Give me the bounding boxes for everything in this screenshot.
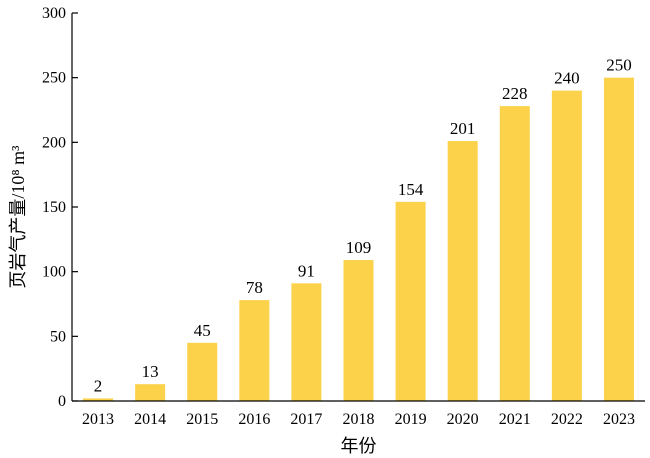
data-label-2015: 45 [194,321,211,340]
bar-2019 [395,201,426,401]
y-tick-label: 150 [42,199,66,216]
bar-2013 [83,398,114,401]
bar-2020 [447,141,478,402]
bar-2023 [603,77,634,402]
bar-2014 [135,384,166,401]
bars-group [83,77,634,402]
x-tick-label-2018: 2018 [343,411,375,428]
x-tick-label-2016: 2016 [238,411,270,428]
bar-2016 [239,300,270,401]
y-tick-label: 250 [42,70,66,87]
data-label-2019: 154 [398,180,424,199]
x-tick-label-2020: 2020 [447,411,479,428]
bar-2017 [291,283,322,401]
data-label-2020: 201 [450,119,476,138]
bar-2022 [551,90,582,401]
bar-2015 [187,342,218,401]
x-tick-label-2022: 2022 [551,411,583,428]
data-labels-group: 2 13 45 78 91 109 154 201 228 240 250 [94,56,632,396]
y-tick-label: 0 [58,393,66,410]
x-tick-label-2015: 2015 [186,411,218,428]
y-tick-label: 300 [42,5,66,22]
x-tick-label-2021: 2021 [499,411,531,428]
bar-2018 [343,260,374,401]
x-tick-label-2019: 2019 [395,411,427,428]
x-tick-label-2023: 2023 [603,411,635,428]
data-label-2021: 228 [502,84,528,103]
y-tick-label: 200 [42,134,66,151]
bar-2021 [499,106,530,402]
x-axis-title: 年份 [341,436,377,456]
y-ticks-group: 0 50 100 150 200 250 300 [42,5,78,410]
y-tick-label: 100 [42,264,66,281]
data-label-2022: 240 [554,69,580,88]
data-label-2017: 91 [298,261,315,280]
data-label-2018: 109 [346,238,372,257]
x-tick-label-2014: 2014 [134,411,166,428]
data-label-2023: 250 [606,56,632,75]
x-tick-label-2017: 2017 [290,411,322,428]
data-label-2016: 78 [246,278,263,297]
y-tick-label: 50 [50,328,66,345]
data-label-2013: 2 [94,376,103,395]
x-tick-label-2013: 2013 [82,411,114,428]
x-ticks-group: 2013 2014 2015 2016 2017 2018 2019 2020 2021 2022… [82,411,635,428]
y-axis-title: 页岩气产量/10⁸ m³ [8,145,28,289]
data-label-2014: 13 [142,362,159,381]
